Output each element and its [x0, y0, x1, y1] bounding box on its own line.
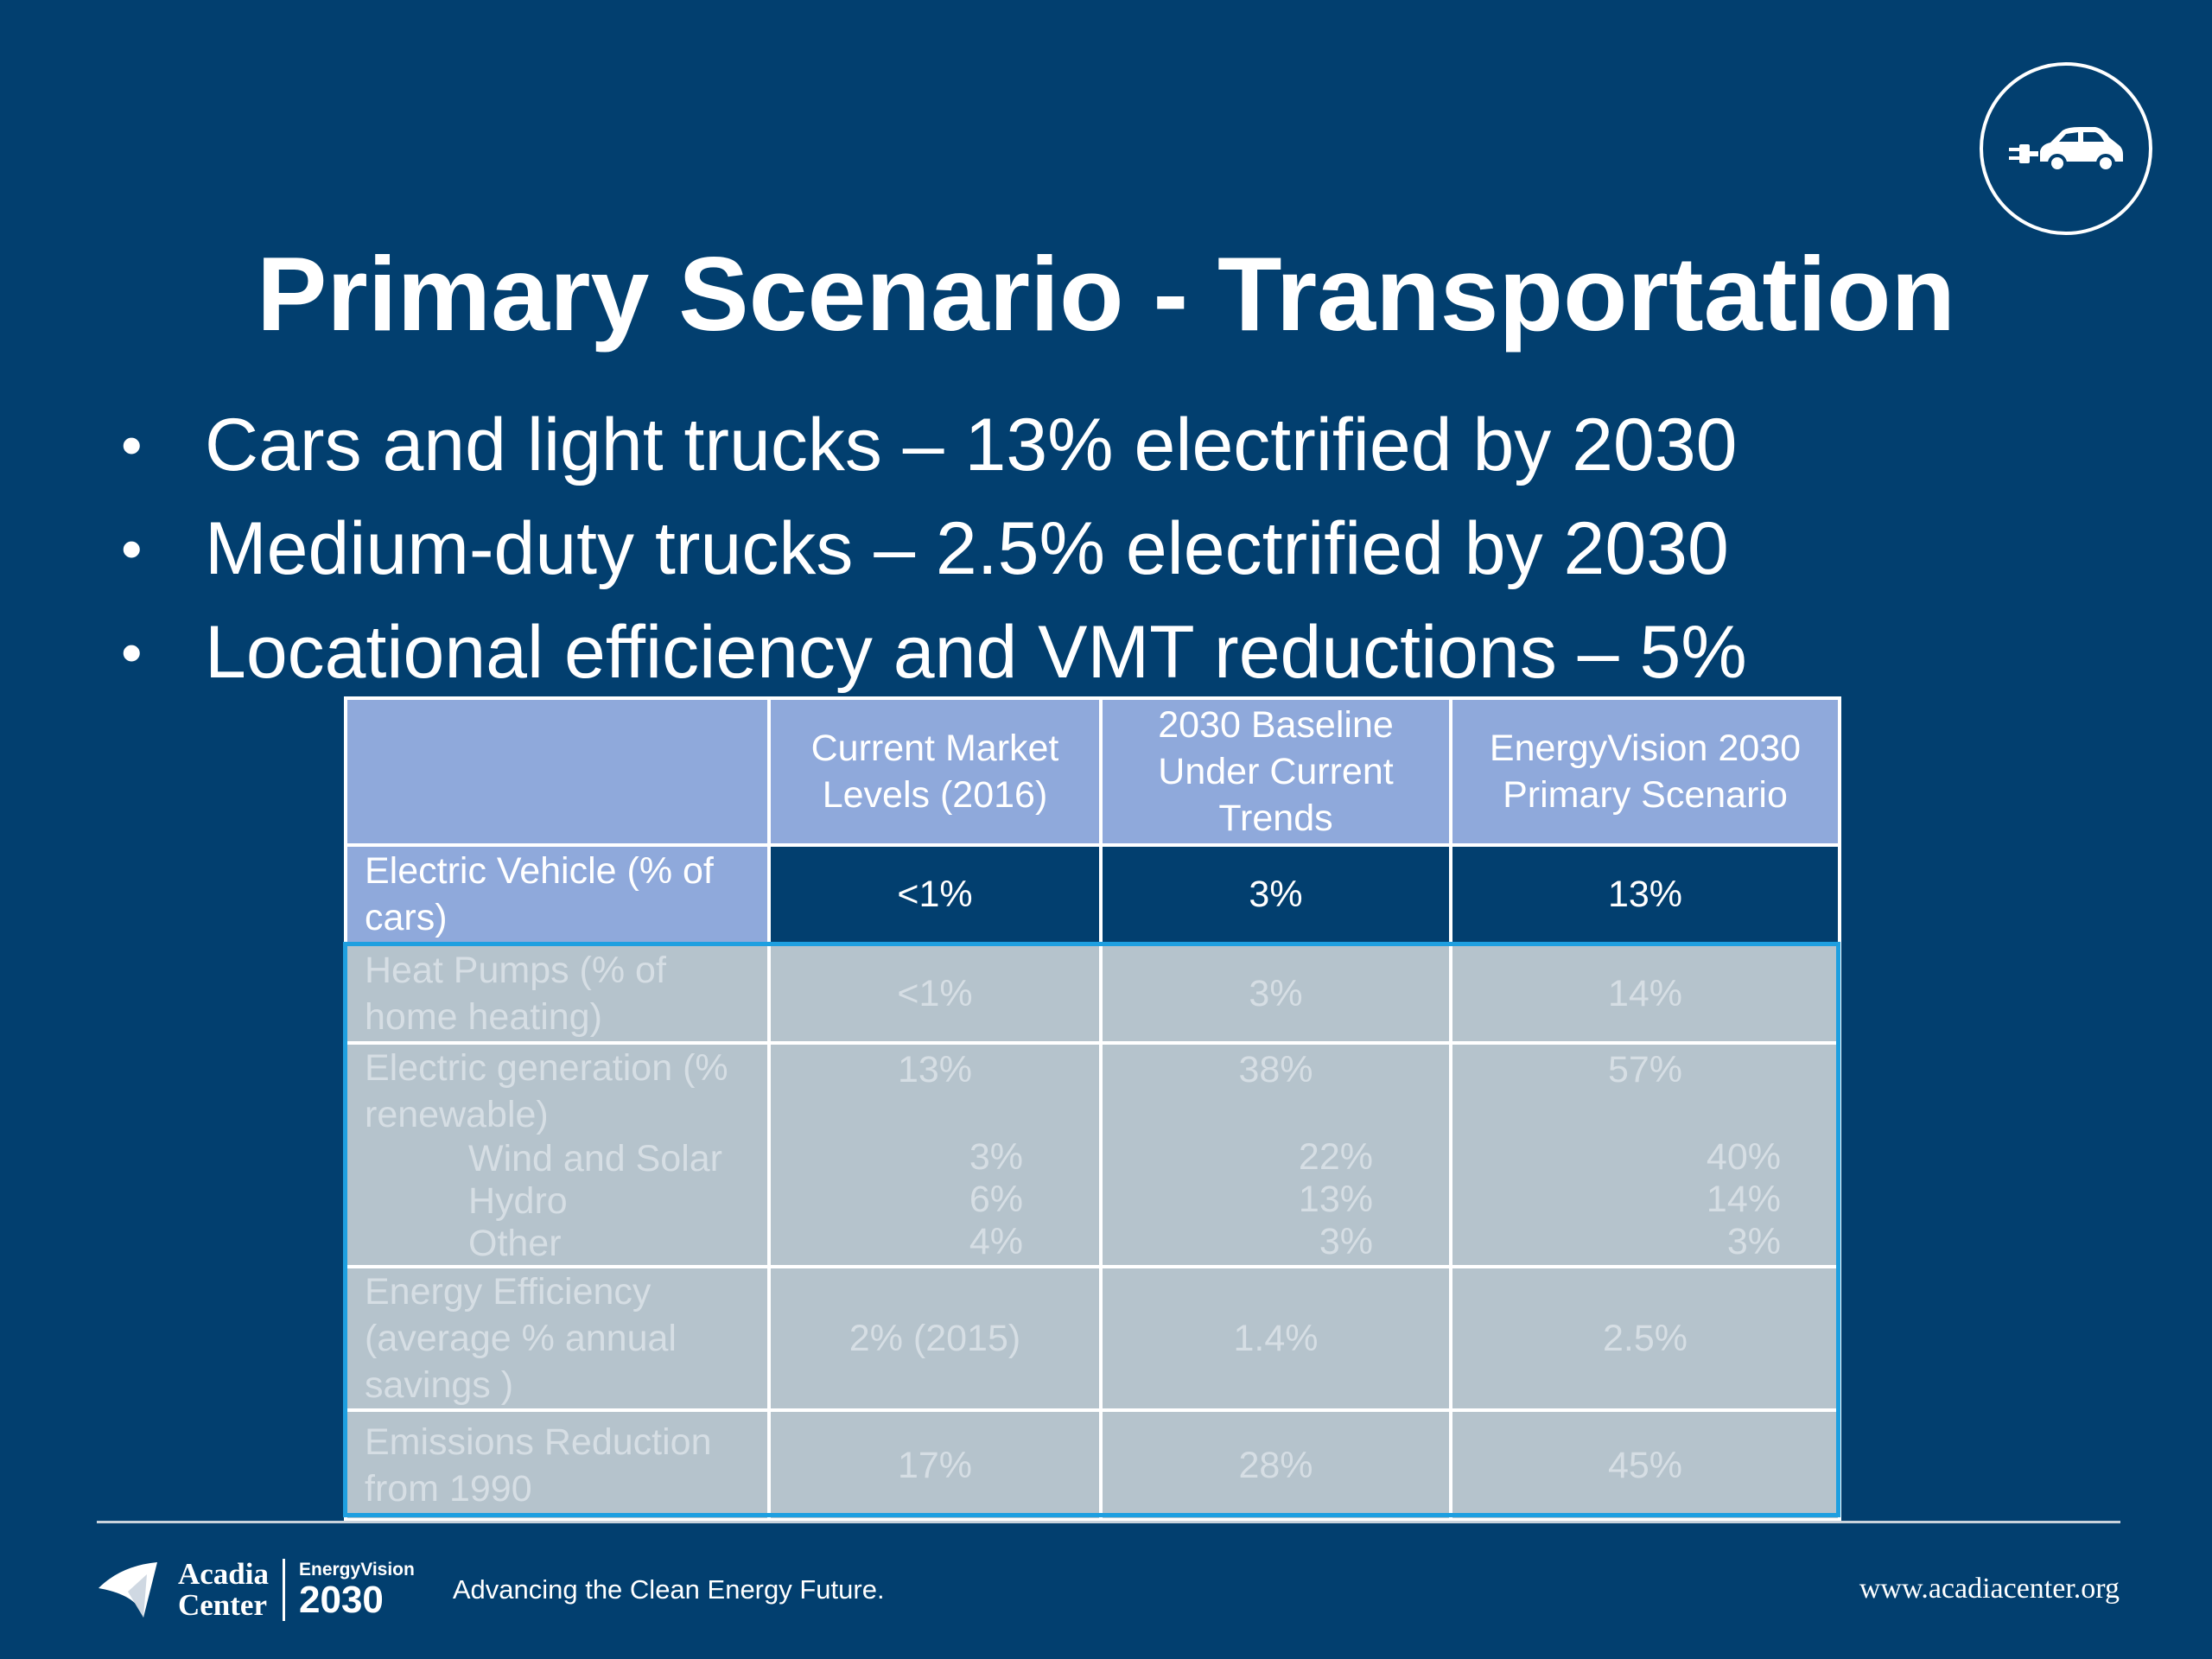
table-header-row: Current Market Levels (2016) 2030 Baseli…	[344, 696, 1841, 847]
table-cell: 3%	[1099, 843, 1452, 945]
bullet-item: • Medium-duty trucks – 2.5% electrified b…	[121, 497, 1747, 601]
table-cell: 13%	[1449, 843, 1841, 945]
table-row-electric-vehicle: Electric Vehicle (% of cars) <1% 3% 13%	[344, 843, 1841, 945]
table-cell: <1%	[767, 843, 1103, 945]
slide-title: Primary Scenario - Transportation	[256, 235, 1956, 353]
sub-label-other: Other	[468, 1223, 562, 1264]
generation-total: 38%	[1238, 1049, 1313, 1090]
table-cell: 2% (2015)	[767, 1265, 1103, 1412]
energyvision-wordmark: EnergyVision 2030	[299, 1560, 415, 1620]
table-row-electric-generation: Electric generation (% renewable) Wind a…	[344, 1041, 1841, 1268]
bullet-marker: •	[121, 619, 143, 686]
table-cell: 45%	[1449, 1408, 1841, 1522]
row-label: Electric generation (% renewable) Wind a…	[344, 1041, 771, 1268]
ev-brand-top: EnergyVision	[299, 1560, 415, 1580]
generation-label: Electric generation (% renewable)	[365, 1047, 728, 1135]
bullet-list: • Cars and light trucks – 13% electrified…	[121, 393, 1747, 704]
row-label: Emissions Reduction from 1990	[344, 1408, 771, 1522]
generation-total: 13%	[897, 1049, 973, 1090]
sub-label-hydro: Hydro	[468, 1180, 568, 1222]
table-cell: 17%	[767, 1408, 1103, 1522]
table-cell: 38% 22% 13% 3%	[1099, 1041, 1452, 1268]
table-cell: 3%	[1099, 942, 1452, 1045]
table-cell: 28%	[1099, 1408, 1452, 1522]
acadia-sail-icon	[99, 1562, 157, 1618]
bullet-item: • Locational efficiency and VMT reduction…	[121, 601, 1747, 704]
table-cell: 14%	[1449, 942, 1841, 1045]
sub-value: 14%	[1706, 1179, 1781, 1220]
sub-value: 22%	[1298, 1136, 1373, 1178]
table-cell: 13% 3% 6% 4%	[767, 1041, 1103, 1268]
sub-value: 6%	[969, 1179, 1023, 1220]
brand-line: Center	[178, 1588, 268, 1622]
row-label: Heat Pumps (% of home heating)	[344, 942, 771, 1045]
acadia-center-wordmark: Acadia Center	[178, 1559, 269, 1621]
table-row-emissions: Emissions Reduction from 1990 17% 28% 45…	[344, 1408, 1841, 1522]
row-label: Energy Efficiency (average % annual savi…	[344, 1265, 771, 1412]
table-cell: <1%	[767, 942, 1103, 1045]
footer-divider	[97, 1521, 2120, 1523]
ev-brand-year: 2030	[299, 1579, 384, 1621]
tagline: Advancing the Clean Energy Future.	[452, 1574, 885, 1605]
row-label: Electric Vehicle (% of cars)	[344, 843, 771, 945]
sub-value: 40%	[1706, 1136, 1781, 1178]
header-current-market: Current Market Levels (2016)	[767, 696, 1103, 847]
table-cell: 1.4%	[1099, 1265, 1452, 1412]
website-url: www.acadiacenter.org	[1859, 1573, 2120, 1605]
sub-value: 13%	[1298, 1179, 1373, 1220]
scenario-table: Current Market Levels (2016) 2030 Baseli…	[344, 696, 1841, 1522]
bullet-marker: •	[121, 515, 143, 582]
sub-value: 3%	[969, 1136, 1023, 1178]
table-row-energy-efficiency: Energy Efficiency (average % annual savi…	[344, 1265, 1841, 1412]
bullet-text: Medium-duty trucks – 2.5% electrified by…	[205, 507, 1729, 590]
bullet-text: Locational efficiency and VMT reductions…	[205, 611, 1747, 694]
scenario-table-wrapper: Current Market Levels (2016) 2030 Baseli…	[344, 696, 1841, 1522]
table-cell: 2.5%	[1449, 1265, 1841, 1412]
generation-total: 57%	[1607, 1049, 1683, 1090]
electric-car-plug-icon	[2009, 127, 2123, 173]
header-energyvision-primary: EnergyVision 2030 Primary Scenario	[1449, 696, 1841, 847]
sub-value: 3%	[1726, 1221, 1781, 1262]
sub-value: 4%	[969, 1221, 1023, 1262]
bullet-item: • Cars and light trucks – 13% electrified…	[121, 393, 1747, 497]
brand-line: Acadia	[178, 1557, 269, 1591]
bullet-text: Cars and light trucks – 13% electrified …	[205, 404, 1738, 486]
footer-branding: Acadia Center EnergyVision 2030 Advancin…	[95, 1551, 885, 1629]
bullet-marker: •	[121, 411, 143, 479]
table-row-heat-pumps: Heat Pumps (% of home heating) <1% 3% 14…	[344, 942, 1841, 1045]
header-corner-cell	[344, 696, 771, 847]
electric-car-icon-badge	[1980, 62, 2152, 235]
table-cell: 57% 40% 14% 3%	[1449, 1041, 1841, 1268]
sub-value: 3%	[1319, 1221, 1373, 1262]
header-2030-baseline: 2030 Baseline Under Current Trends	[1099, 696, 1452, 847]
brand-separator	[283, 1559, 285, 1621]
sub-label-wind-solar: Wind and Solar	[468, 1138, 722, 1179]
